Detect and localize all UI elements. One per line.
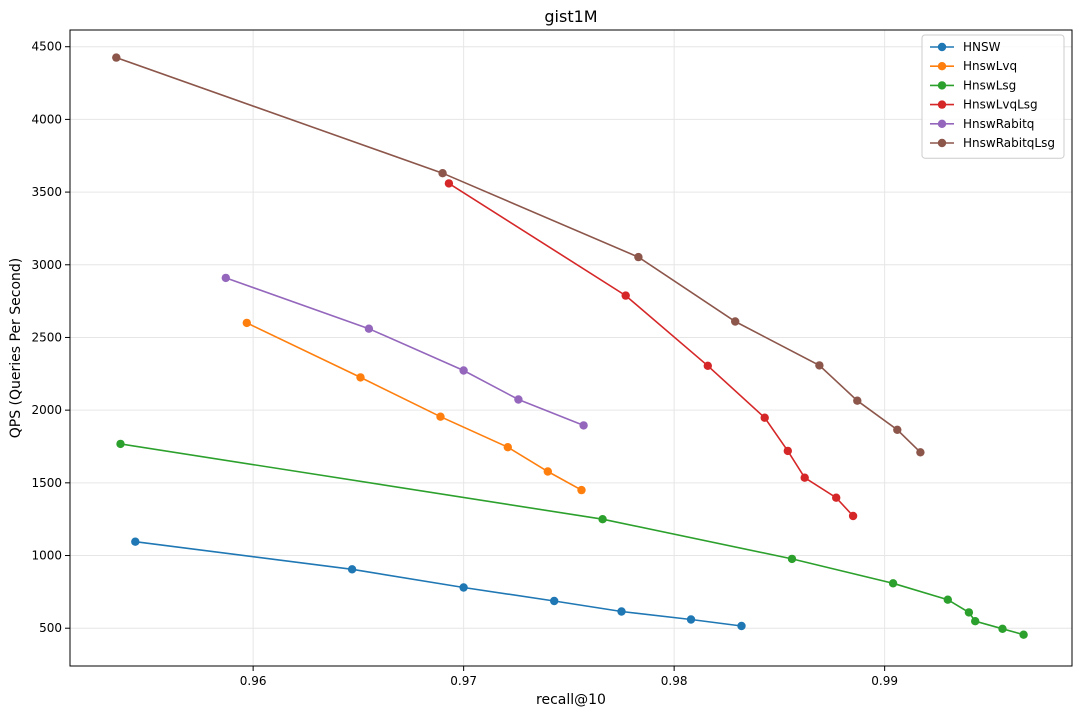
legend-label: HnswLvqLsg xyxy=(963,98,1038,112)
data-point xyxy=(832,493,841,502)
legend-item: HnswLvqLsg xyxy=(930,98,1038,112)
data-point xyxy=(703,361,712,370)
data-point xyxy=(503,443,512,452)
data-point xyxy=(686,615,696,624)
series-hnswlvq xyxy=(242,318,586,495)
y-tick-label: 3000 xyxy=(31,258,62,272)
plot-frame xyxy=(69,29,1073,667)
data-point xyxy=(459,583,468,592)
legend-marker xyxy=(937,61,947,71)
legend: HNSW HnswLvq HnswLsg HnswLvqLsg HnswRabitq Hn… xyxy=(921,34,1065,159)
y-axis: 500 1000 1500 2000 2500 3000 3500 4000 4500 xyxy=(31,40,70,635)
data-point xyxy=(943,595,952,604)
data-point xyxy=(737,621,746,631)
data-point xyxy=(514,395,523,404)
data-point xyxy=(971,617,980,626)
series-line xyxy=(246,322,582,491)
y-tick-label: 2500 xyxy=(31,330,62,344)
data-point xyxy=(634,252,643,262)
legend-marker xyxy=(937,119,947,128)
x-tick-label: 0.97 xyxy=(450,674,477,688)
y-tick-label: 1500 xyxy=(31,476,62,490)
data-point xyxy=(916,448,925,457)
series-hnswrabitq xyxy=(221,273,588,430)
grid xyxy=(70,30,1072,666)
legend-item: HnswRabitqLsg xyxy=(930,136,1055,150)
chart-title: gist1M xyxy=(544,7,597,26)
data-point xyxy=(131,537,140,546)
y-tick-label: 1000 xyxy=(31,549,62,563)
x-tick-label: 0.98 xyxy=(661,674,688,688)
legend-marker xyxy=(937,100,947,109)
data-point xyxy=(853,396,862,405)
y-axis-label: QPS (Queries Per Second) xyxy=(8,258,24,439)
legend-label: HnswLvq xyxy=(963,59,1017,73)
data-point xyxy=(731,317,740,326)
data-point xyxy=(436,412,445,421)
legend-box xyxy=(921,34,1065,159)
x-axis-label: recall@10 xyxy=(536,692,606,708)
data-point xyxy=(221,273,230,283)
series-line xyxy=(448,182,854,517)
x-axis: 0.96 0.97 0.98 0.99 xyxy=(240,666,898,688)
legend-label: HNSW xyxy=(963,40,1001,54)
y-tick-label: 4500 xyxy=(31,40,62,54)
data-point xyxy=(577,485,586,495)
data-point xyxy=(438,169,447,178)
data-point xyxy=(579,421,588,430)
data-point xyxy=(459,366,468,375)
legend-item: HnswLsg xyxy=(930,78,1016,92)
data-point xyxy=(964,608,974,617)
data-point xyxy=(550,596,559,606)
data-point xyxy=(621,291,630,300)
data-point xyxy=(1019,630,1028,639)
legend-label: HnswRabitqLsg xyxy=(963,136,1055,150)
data-point xyxy=(998,624,1007,633)
data-point xyxy=(364,324,374,333)
data-point xyxy=(242,318,251,328)
y-tick-label: 3500 xyxy=(31,185,62,199)
legend-item: HnswRabitq xyxy=(930,117,1034,131)
data-point xyxy=(783,446,792,456)
data-point xyxy=(598,515,607,524)
data-point xyxy=(617,607,626,616)
y-tick-label: 4000 xyxy=(31,112,62,126)
series-line xyxy=(116,56,921,453)
x-tick-label: 0.96 xyxy=(240,674,267,688)
data-point xyxy=(444,179,454,188)
x-tick-label: 0.99 xyxy=(871,674,898,688)
series-hnswrabitqlsg xyxy=(112,53,925,457)
y-tick-label: 500 xyxy=(39,621,62,635)
y-tick-label: 2000 xyxy=(31,403,62,417)
series-layer xyxy=(112,53,1028,639)
data-point xyxy=(760,413,769,422)
data-point xyxy=(116,439,125,449)
legend-marker xyxy=(937,138,947,148)
data-point xyxy=(543,467,552,476)
legend-marker xyxy=(937,42,947,52)
data-point xyxy=(848,511,858,521)
series-hnswlsg xyxy=(116,439,1028,639)
series-hnsw xyxy=(131,537,746,631)
data-point xyxy=(356,373,365,382)
legend-item: HnswLvq xyxy=(930,59,1017,73)
data-point xyxy=(112,53,121,62)
data-point xyxy=(347,565,357,574)
data-point xyxy=(815,361,824,370)
legend-marker xyxy=(937,81,947,90)
legend-label: HnswLsg xyxy=(963,78,1016,92)
series-hnswlvqlsg xyxy=(444,179,858,521)
data-point xyxy=(800,473,809,482)
legend-item: HNSW xyxy=(930,40,1001,54)
data-point xyxy=(893,425,902,434)
data-point xyxy=(787,554,797,564)
data-point xyxy=(888,579,898,588)
legend-label: HnswRabitq xyxy=(963,117,1034,131)
